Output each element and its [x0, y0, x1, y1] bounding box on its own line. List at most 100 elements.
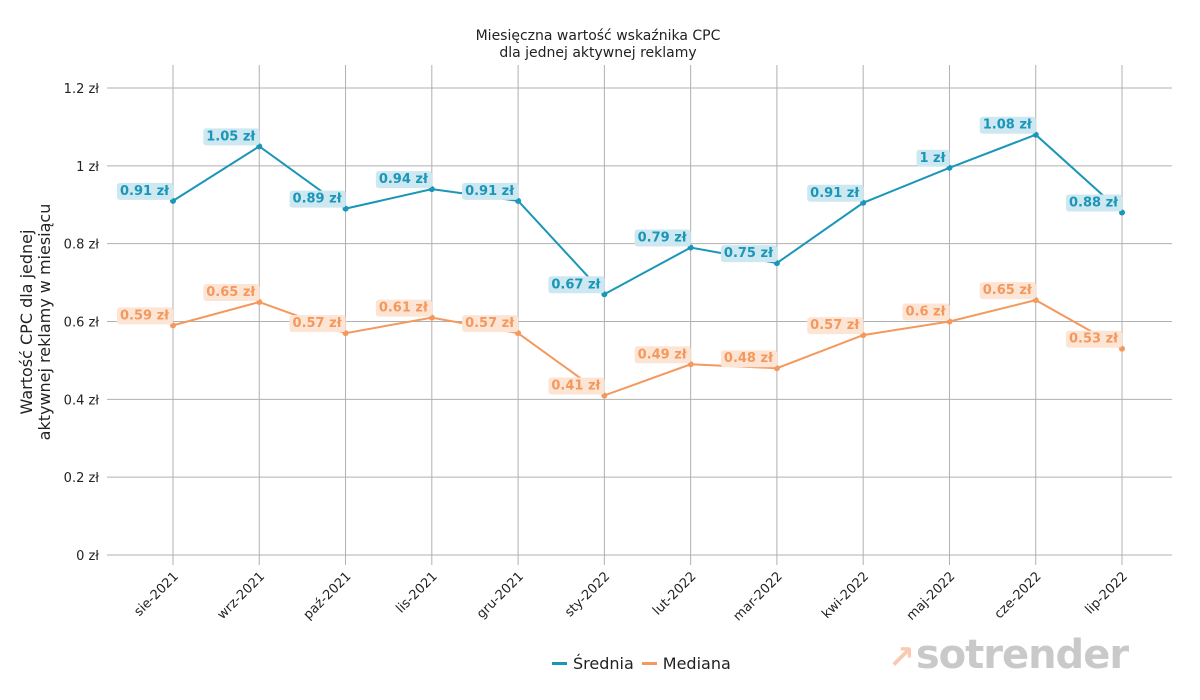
data-label-srednia: 0.79 zł: [634, 229, 691, 247]
data-label-mediana: 0.57 zł: [462, 315, 519, 333]
legend-swatch-mediana: [641, 662, 657, 665]
x-tick-label: lip-2022: [1083, 569, 1131, 617]
data-label-mediana: 0.65 zł: [979, 282, 1036, 300]
x-tick-label: sie-2021: [132, 569, 182, 619]
data-label-srednia: 0.91 zł: [807, 184, 864, 202]
data-label-srednia: 1.08 zł: [979, 116, 1036, 134]
x-axis-ticks: sie-2021 wrz-2021 paź-2021 lis-2021 gru-2021…: [132, 569, 1131, 624]
y-tick-label: 0.8 zł: [64, 238, 100, 253]
data-label-text: 0.6 zł: [906, 305, 947, 320]
data-label-text: 1.05 zł: [206, 129, 256, 144]
data-label-srednia: 1.05 zł: [203, 128, 260, 146]
data-label-text: 0.53 zł: [1069, 332, 1119, 347]
data-label-text: 0.49 zł: [638, 347, 688, 362]
data-label-text: 0.91 zł: [810, 186, 860, 201]
data-label-mediana: 0.49 zł: [634, 346, 691, 364]
data-label-bg: [289, 190, 346, 208]
x-tick-label: cze-2022: [992, 569, 1045, 622]
data-label-text: 0.41 zł: [551, 378, 601, 393]
data-label-text: 0.65 zł: [206, 285, 256, 300]
y-tick-label: 0 zł: [76, 549, 99, 564]
legend-item-mediana[interactable]: Mediana: [641, 654, 731, 673]
logo-text: sotrender: [915, 632, 1129, 678]
data-label-bg: [462, 182, 519, 200]
trend-arrow-icon: ↗: [888, 638, 915, 676]
chart-title: Miesięczna wartość wskaźnika CPC dla jed…: [476, 28, 721, 61]
data-label-mediana: 0.53 zł: [1066, 330, 1123, 348]
y-tick-label: 0.6 zł: [64, 316, 100, 331]
chart-title-line-2: dla jednej aktywnej reklamy: [499, 45, 696, 61]
data-label-bg: [979, 116, 1036, 134]
data-label-text: 0.75 zł: [724, 246, 774, 261]
data-label-text: 1.08 zł: [983, 118, 1033, 133]
data-label-text: 0.91 zł: [465, 184, 515, 199]
data-label-bg: [375, 171, 432, 189]
x-tick-label: lis-2021: [393, 569, 440, 616]
data-label-text: 0.59 zł: [120, 308, 170, 323]
y-axis-ticks: 0 zł 0.2 zł 0.4 zł 0.6 zł 0.8 zł 1 zł 1.2 zł: [64, 82, 100, 564]
chart-title-line-1: Miesięczna wartość wskaźnika CPC: [476, 28, 721, 44]
data-label-bg: [634, 229, 691, 247]
data-label-bg: [375, 299, 432, 317]
data-label-text: 0.57 zł: [465, 316, 515, 331]
data-label-bg: [916, 149, 950, 167]
x-tick-label: kwi-2022: [819, 569, 872, 622]
data-label-text: 0.57 zł: [810, 318, 860, 333]
data-label-bg: [548, 276, 605, 294]
data-label-bg: [289, 315, 346, 333]
legend: Średnia Mediana: [552, 654, 739, 673]
data-label-srednia: 0.88 zł: [1066, 194, 1123, 212]
data-label-bg: [203, 128, 260, 146]
y-tick-label: 0.2 zł: [64, 471, 100, 486]
data-label-srednia: 0.94 zł: [375, 171, 432, 189]
data-label-bg: [203, 284, 260, 302]
data-label-mediana: 0.61 zł: [375, 299, 432, 317]
data-label-text: 0.88 zł: [1069, 196, 1119, 211]
series-line-srednia: [172, 133, 1123, 296]
y-tick-label: 0.4 zł: [64, 393, 100, 408]
x-tick-label: sty-2022: [562, 569, 613, 620]
data-labels-layer: 0.91 zł 1.05 zł 0.89 zł 0.94 zł 0.91 zł 0.67 …: [117, 116, 1123, 395]
data-label-mediana: 0.48 zł: [720, 350, 778, 368]
data-label-bg: [807, 184, 864, 202]
data-label-text: 0.94 zł: [379, 172, 429, 187]
data-label-bg: [979, 282, 1036, 300]
x-tick-label: gru-2021: [474, 569, 527, 622]
data-label-mediana: 0.41 zł: [548, 377, 605, 395]
y-axis-label-line-2: aktywnej reklamy w miesiącu: [35, 204, 54, 441]
legend-label-srednia: Średnia: [573, 654, 634, 673]
x-tick-label: lut-2022: [650, 569, 699, 618]
data-label-text: 0.61 zł: [379, 301, 429, 316]
y-tick-label: 1 zł: [76, 160, 99, 175]
legend-swatch-srednia: [552, 662, 567, 665]
data-label-text: 0.65 zł: [983, 283, 1033, 298]
data-label-text: 0.67 zł: [551, 277, 601, 292]
data-label-bg: [720, 350, 778, 368]
data-label-bg: [548, 377, 605, 395]
data-label-srednia: 0.91 zł: [462, 182, 519, 200]
data-label-mediana: 0.65 zł: [203, 284, 260, 302]
y-tick-label: 1.2 zł: [64, 82, 100, 97]
y-axis-label: Wartość CPC dla jednej aktywnej reklamy …: [17, 204, 54, 441]
data-label-bg: [902, 303, 950, 321]
data-label-mediana: 0.57 zł: [289, 315, 346, 333]
sotrender-logo: ↗sotrender: [888, 632, 1129, 678]
data-label-bg: [117, 307, 174, 325]
data-label-srednia: 0.75 zł: [720, 245, 778, 263]
data-label-bg: [1066, 194, 1123, 212]
y-gridlines: [107, 87, 1172, 556]
data-label-bg: [1066, 330, 1123, 348]
data-label-bg: [117, 182, 174, 200]
data-label-text: 0.89 zł: [293, 192, 343, 207]
legend-label-mediana: Mediana: [662, 654, 731, 673]
data-label-text: 1 zł: [919, 151, 946, 166]
x-tick-label: mar-2022: [731, 569, 786, 624]
data-label-srednia: 0.91 zł: [117, 182, 174, 200]
data-label-bg: [720, 245, 778, 263]
legend-item-srednia[interactable]: Średnia: [552, 654, 634, 673]
data-label-mediana: 0.6 zł: [902, 303, 950, 321]
data-label-srednia: 1 zł: [916, 149, 950, 167]
data-label-bg: [807, 317, 864, 335]
x-tick-label: maj-2022: [904, 569, 958, 623]
